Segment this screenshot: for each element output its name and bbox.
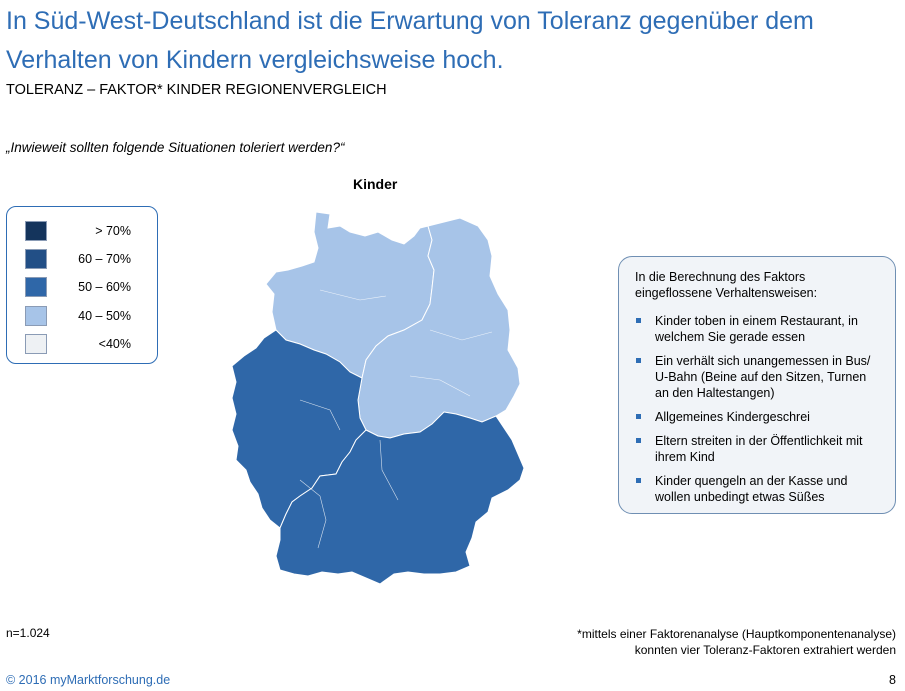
legend-swatch xyxy=(25,221,47,241)
legend-swatch xyxy=(25,277,47,297)
page-number: 8 xyxy=(889,673,896,687)
list-item: Eltern streiten in der Öffentlichkeit mi… xyxy=(635,433,881,465)
legend-item: 60 – 70% xyxy=(25,249,153,271)
legend-swatch xyxy=(25,334,47,354)
sample-size: n=1.024 xyxy=(6,626,50,640)
legend-label: 50 – 60% xyxy=(78,280,131,294)
legend-label: <40% xyxy=(98,337,131,351)
region-south xyxy=(275,411,525,585)
list-item: Ein verhält sich unangemessen in Bus/ U-… xyxy=(635,353,881,401)
survey-question: „Inwieweit sollten folgende Situationen … xyxy=(6,140,345,155)
legend-label: 40 – 50% xyxy=(78,309,131,323)
legend-item: 50 – 60% xyxy=(25,277,153,299)
bullet-square-icon xyxy=(636,438,641,443)
list-item: Allgemeines Kindergeschrei xyxy=(635,409,881,425)
list-item-text: Allgemeines Kindergeschrei xyxy=(655,410,810,424)
legend-swatch xyxy=(25,306,47,326)
behavior-list: Kinder toben in einem Restaurant, in wel… xyxy=(635,313,881,505)
list-item-text: Kinder toben in einem Restaurant, in wel… xyxy=(655,314,858,344)
copyright: © 2016 myMarktforschung.de xyxy=(6,673,171,687)
legend-label: > 70% xyxy=(95,224,131,238)
map-title: Kinder xyxy=(353,176,398,192)
map-legend: > 70% 60 – 70% 50 – 60% 40 – 50% <40% xyxy=(6,206,158,364)
state-borders xyxy=(299,289,493,549)
list-item-text: Ein verhält sich unangemessen in Bus/ U-… xyxy=(655,354,871,400)
page-title: In Süd-West-Deutschland ist die Erwartun… xyxy=(6,7,814,74)
legend-item: 40 – 50% xyxy=(25,306,153,328)
info-intro: In die Berechnung des Faktors eingefloss… xyxy=(635,270,818,300)
bullet-square-icon xyxy=(636,414,641,419)
list-item: Kinder toben in einem Restaurant, in wel… xyxy=(635,313,881,345)
legend-item: > 70% xyxy=(25,221,153,243)
bullet-square-icon xyxy=(636,358,641,363)
list-item-text: Kinder quengeln an der Kasse und wollen … xyxy=(655,474,848,504)
bullet-square-icon xyxy=(636,318,641,323)
legend-swatch xyxy=(25,249,47,269)
method-footnote: *mittels einer Faktorenanalyse (Hauptkom… xyxy=(577,627,896,657)
info-box: In die Berechnung des Faktors eingefloss… xyxy=(618,256,896,514)
legend-item: <40% xyxy=(25,334,153,356)
bullet-square-icon xyxy=(636,478,641,483)
page-subtitle: TOLERANZ – FAKTOR* KINDER REGIONENVERGLE… xyxy=(6,82,387,98)
list-item: Kinder quengeln an der Kasse und wollen … xyxy=(635,473,881,505)
list-item-text: Eltern streiten in der Öffentlichkeit mi… xyxy=(655,434,863,464)
legend-label: 60 – 70% xyxy=(78,252,131,266)
